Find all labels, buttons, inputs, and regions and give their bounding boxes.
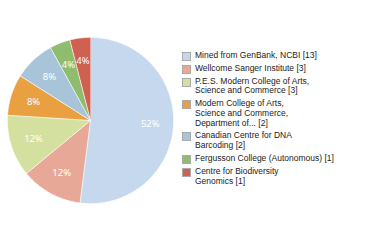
svg-text:4%: 4% <box>62 58 75 71</box>
svg-text:12%: 12% <box>24 132 43 145</box>
html-text:Fergusson College (Autonomous): Fergusson College (Autonomous) [1] <box>195 152 334 163</box>
html-text:Modern College of Arts, Scienc: Modern College of Arts, Science and Comm… <box>195 98 289 128</box>
svg-text:52%: 52% <box>141 117 160 130</box>
svg-text:12%: 12% <box>52 166 71 179</box>
html-text:Mined from GenBank, NCBI [13]: Mined from GenBank, NCBI [13] <box>195 49 317 60</box>
svg-text:4%: 4% <box>76 54 89 67</box>
html-text:Wellcome Sanger Institute [3]: Wellcome Sanger Institute [3] <box>195 62 306 73</box>
svg-text:8%: 8% <box>43 70 56 83</box>
html-text:Centre for Biodiversity Genomi: Centre for Biodiversity Genomics [1] <box>195 165 279 186</box>
html-text:Canadian Centre for DNA Barcod: Canadian Centre for DNA Barcoding [2] <box>195 130 292 151</box>
html-text:P.E.S. Modern College of Arts,: P.E.S. Modern College of Arts, Science a… <box>195 75 310 96</box>
svg-text:8%: 8% <box>27 95 40 108</box>
